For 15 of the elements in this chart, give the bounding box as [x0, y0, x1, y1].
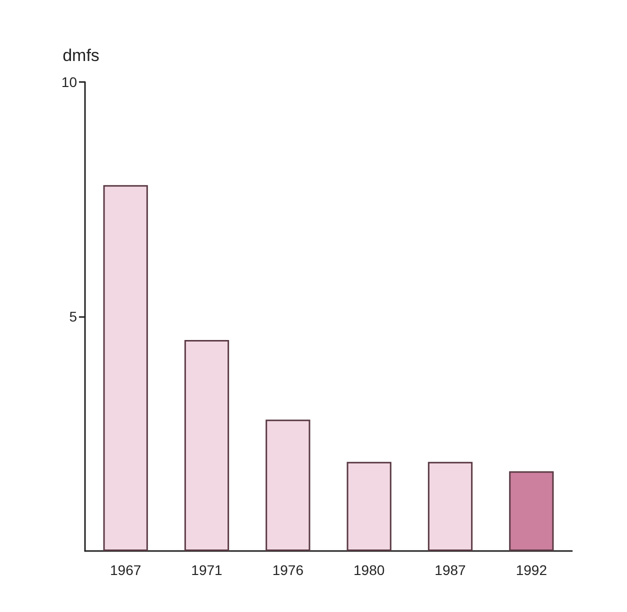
bar — [509, 471, 554, 551]
bar — [266, 420, 310, 551]
x-tick-label: 1971 — [191, 562, 223, 578]
y-tick-label: 5 — [69, 308, 78, 324]
bar — [184, 340, 230, 551]
bar — [103, 185, 148, 551]
y-axis-title: dmfs — [62, 46, 100, 65]
x-tick-label: 1967 — [110, 562, 142, 578]
x-tick-label: 1987 — [434, 562, 466, 578]
bar — [346, 462, 392, 551]
x-tick-label: 1976 — [272, 562, 304, 578]
y-tick-label: 10 — [61, 74, 78, 90]
x-tick-label: 1980 — [354, 562, 385, 578]
x-tick-label: 1992 — [516, 562, 548, 578]
bar — [428, 462, 473, 551]
